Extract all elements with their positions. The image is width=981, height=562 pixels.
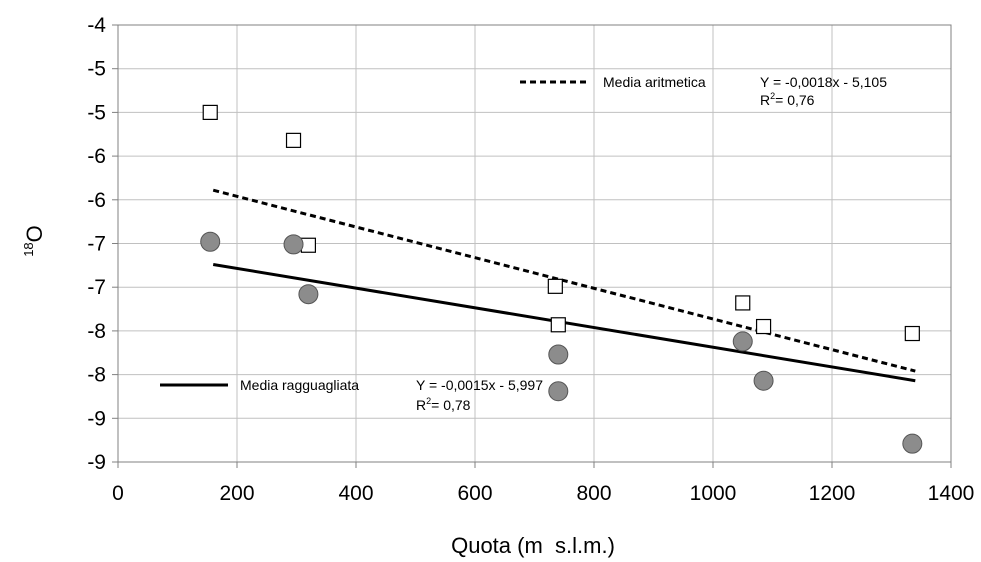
y-tick-label: -7 [87, 276, 106, 299]
y-tick-label: -7 [87, 233, 106, 256]
x-tick-label: 1200 [809, 482, 856, 505]
point-aritmetica [904, 325, 920, 342]
x-tick-label: 1400 [928, 482, 975, 505]
x-tick-label: 0 [112, 482, 124, 505]
trendline-aritmetica [212, 188, 916, 373]
y-tick-label: -8 [87, 320, 106, 343]
point-ragguagliata [548, 344, 569, 365]
grid-lines [118, 25, 951, 462]
legend-aritmetica-r2: R2= 0,76 [760, 91, 815, 108]
x-axis-title: Quota (m s.l.m.) [451, 533, 615, 558]
legend-ragguagliata-label: Media ragguagliata [240, 377, 359, 393]
x-axis-ticks: 0 200 400 600 800 1000 1200 1400 [112, 462, 974, 505]
point-aritmetica [550, 317, 566, 333]
y-tick-label: -9 [87, 407, 106, 430]
point-ragguagliata [298, 284, 319, 305]
x-tick-label: 600 [457, 482, 492, 505]
point-aritmetica [547, 278, 563, 294]
legend-ragguagliata-r2: R2= 0,78 [416, 396, 471, 413]
point-aritmetica [300, 237, 316, 253]
legend-aritmetica-equation: Y = -0,0018x - 5,105 [760, 74, 887, 90]
point-aritmetica [285, 132, 302, 148]
legend-aritmetica: Media aritmetica Y = -0,0018x - 5,105 R2… [520, 74, 887, 108]
point-aritmetica [735, 295, 751, 311]
y-tick-label: -8 [87, 364, 106, 387]
y-tick-label: -5 [87, 58, 106, 81]
x-tick-label: 800 [576, 482, 611, 505]
point-ragguagliata [902, 433, 923, 454]
y-tick-label: -6 [87, 145, 106, 168]
y-axis-title: 18O [21, 225, 47, 257]
y-axis-title-main: O [22, 225, 47, 242]
legend-ragguagliata: Media ragguagliata Y = -0,0015x - 5,997 … [160, 377, 543, 413]
point-aritmetica [755, 318, 772, 335]
point-ragguagliata [732, 331, 753, 352]
legend-ragguagliata-equation: Y = -0,0015x - 5,997 [416, 377, 543, 393]
point-ragguagliata [200, 231, 221, 252]
y-tick-label: -4 [87, 14, 106, 37]
point-ragguagliata [548, 381, 569, 402]
svg-text:18O: 18O [21, 225, 47, 257]
x-tick-label: 1000 [690, 482, 737, 505]
x-tick-label: 400 [338, 482, 373, 505]
x-tick-label: 200 [219, 482, 254, 505]
point-ragguagliata [283, 234, 304, 255]
y-tick-label: -9 [87, 451, 106, 474]
legend-aritmetica-label: Media aritmetica [603, 74, 706, 90]
point-aritmetica [202, 104, 218, 121]
point-ragguagliata [753, 370, 774, 391]
y-axis-ticks: -4 -5 -5 -6 -6 -7 -7 -8 -8 -9 -9 [87, 14, 118, 474]
y-axis-title-superscript: 18 [21, 242, 36, 256]
data-points [200, 104, 923, 454]
y-tick-label: -5 [87, 101, 106, 124]
y-tick-label: -6 [87, 189, 106, 212]
